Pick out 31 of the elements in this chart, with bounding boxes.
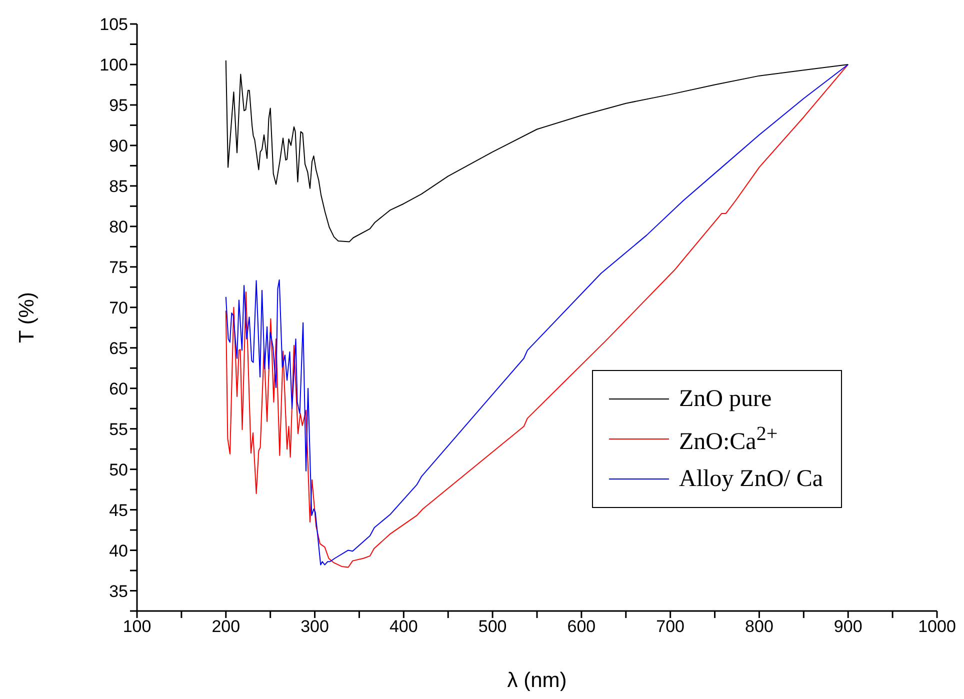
x-tick-label: 100 (122, 617, 152, 636)
x-tick-label: 500 (478, 617, 507, 636)
y-tick-label: 85 (109, 176, 128, 196)
x-tick-label: 900 (834, 617, 862, 636)
y-tick-label: 55 (109, 420, 128, 439)
y-tick-label: 95 (109, 96, 128, 115)
y-tick-label: 45 (109, 500, 128, 520)
y-tick-label: 50 (109, 460, 128, 480)
legend-label: Alloy ZnO/ Ca (679, 466, 823, 492)
y-tick-label: 105 (100, 15, 128, 34)
x-tick-label: 800 (745, 617, 774, 636)
legend-label: ZnO pure (679, 386, 772, 412)
x-tick-label: 200 (212, 617, 240, 636)
x-tick-label: 400 (389, 617, 418, 636)
y-tick-label: 75 (109, 258, 128, 277)
legend-label: ZnO:Ca$^{2+}$ (679, 422, 778, 456)
x-tick-label: 300 (300, 617, 329, 636)
x-axis-title: λ (nm) (507, 669, 567, 692)
y-tick-label: 60 (109, 379, 128, 398)
x-tick-label: 1000 (918, 617, 956, 636)
x-tick-label: 600 (567, 617, 596, 636)
y-tick-label: 100 (100, 56, 128, 75)
x-tick-label: 700 (656, 617, 685, 636)
y-tick-label: 80 (109, 217, 128, 236)
y-tick-label: 90 (109, 136, 128, 156)
y-tick-label: 70 (109, 298, 128, 318)
y-tick-label: 35 (109, 582, 128, 601)
line-series (225, 60, 849, 242)
y-tick-label: 65 (109, 338, 128, 358)
y-axis-title: T (%) (15, 292, 38, 343)
y-tick-label: 40 (109, 541, 128, 560)
